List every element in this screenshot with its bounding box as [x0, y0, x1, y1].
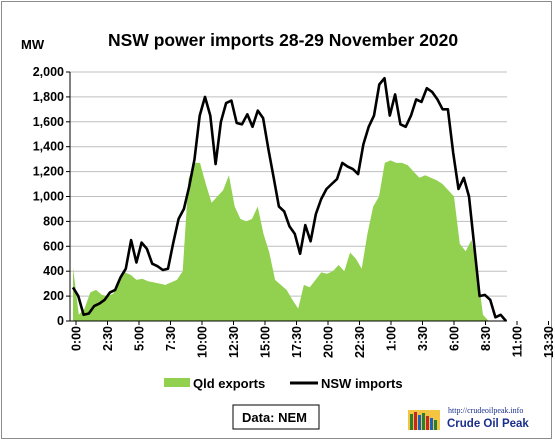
- legend-label-qld-exports: Qld exports: [193, 376, 265, 391]
- y-tick-label: 1,200: [33, 165, 64, 179]
- x-tick-label: 12:30: [227, 326, 241, 358]
- y-tick-label: 400: [43, 264, 64, 278]
- x-tick-label: 1:00: [385, 326, 399, 351]
- x-tick-labels: 0:00 2:30 5:00 7:30 10:00 12:30 15:00 17:30 20:0…: [70, 321, 555, 358]
- legend: Qld exports NSW imports: [164, 376, 403, 391]
- x-tick-label: 7:30: [164, 326, 178, 351]
- y-tick-label: 1,600: [33, 115, 64, 129]
- x-tick-label: 6:00: [448, 326, 462, 351]
- y-tick-label: 600: [43, 239, 64, 253]
- y-axis-unit: MW: [21, 37, 45, 52]
- legend-label-nsw-imports: NSW imports: [321, 376, 403, 391]
- y-tick-label: 200: [43, 289, 64, 303]
- source-box: Data: NEM: [232, 404, 320, 430]
- y-tick-labels: 2,000 1,800 1,600 1,400 1,200 1,000 800 600 400 2…: [33, 65, 70, 328]
- y-tick-label: 0: [57, 314, 64, 328]
- x-tick-label: 22:30: [353, 326, 367, 358]
- qld-exports-series: [73, 160, 506, 321]
- x-tick-label: 20:00: [322, 326, 336, 358]
- logo-name: Crude Oil Peak: [447, 418, 529, 430]
- x-tick-label: 11:00: [511, 326, 525, 357]
- x-tick-label: 17:30: [290, 326, 304, 358]
- crude-oil-peak-logo: http://crudeoilpeak.info Crude Oil Peak: [408, 406, 529, 430]
- y-tick-label: 1,800: [33, 90, 64, 104]
- nsw-imports-line: [71, 76, 507, 322]
- x-tick-label: 8:30: [479, 326, 493, 351]
- x-tick-label: 5:00: [133, 326, 147, 351]
- x-tick-label: 15:00: [259, 326, 273, 358]
- x-tick-label: 3:30: [416, 326, 430, 351]
- logo-url: http://crudeoilpeak.info: [448, 406, 523, 415]
- nsw-imports-series: [71, 76, 507, 322]
- x-tick-label: 2:30: [101, 326, 115, 351]
- qld-exports-area: [73, 160, 506, 321]
- x-tick-label: 10:00: [196, 326, 210, 358]
- source-label: Data: NEM: [242, 410, 307, 425]
- legend-swatch-qld-exports: [164, 378, 190, 387]
- x-tick-label: 0:00: [70, 326, 84, 351]
- y-tick-label: 1,400: [33, 140, 64, 154]
- y-tick-label: 1,000: [33, 190, 64, 204]
- chart-title: NSW power imports 28-29 November 2020: [108, 30, 458, 50]
- y-tick-label: 2,000: [33, 65, 64, 79]
- y-tick-label: 800: [43, 214, 64, 228]
- x-tick-label: 13:30: [542, 326, 555, 358]
